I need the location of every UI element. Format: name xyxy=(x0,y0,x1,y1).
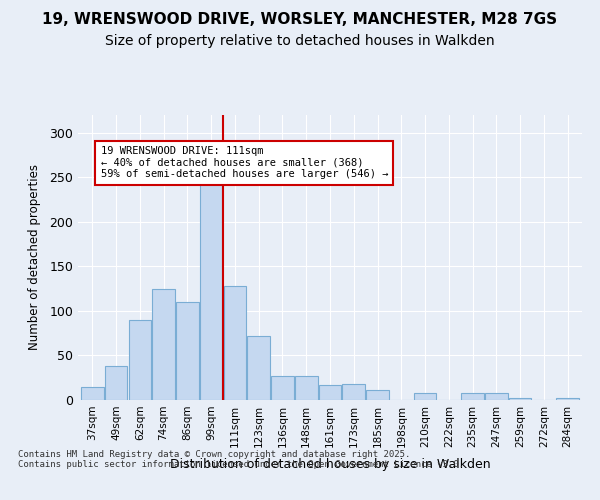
Bar xyxy=(343,384,365,400)
Bar xyxy=(461,393,484,400)
Bar xyxy=(509,398,532,400)
X-axis label: Distribution of detached houses by size in Walkden: Distribution of detached houses by size … xyxy=(170,458,490,471)
Y-axis label: Number of detached properties: Number of detached properties xyxy=(28,164,41,350)
Bar xyxy=(152,288,175,400)
Bar xyxy=(128,320,151,400)
Bar xyxy=(414,393,436,400)
Bar xyxy=(200,184,223,400)
Bar xyxy=(271,376,294,400)
Text: Contains HM Land Registry data © Crown copyright and database right 2025.
Contai: Contains HM Land Registry data © Crown c… xyxy=(18,450,464,469)
Bar xyxy=(366,390,389,400)
Bar xyxy=(247,336,270,400)
Text: Size of property relative to detached houses in Walkden: Size of property relative to detached ho… xyxy=(105,34,495,48)
Bar xyxy=(556,398,579,400)
Bar xyxy=(319,385,341,400)
Bar xyxy=(295,376,317,400)
Bar xyxy=(176,302,199,400)
Bar xyxy=(81,386,104,400)
Bar xyxy=(105,366,127,400)
Bar xyxy=(485,393,508,400)
Text: 19, WRENSWOOD DRIVE, WORSLEY, MANCHESTER, M28 7GS: 19, WRENSWOOD DRIVE, WORSLEY, MANCHESTER… xyxy=(43,12,557,28)
Bar xyxy=(224,286,246,400)
Text: 19 WRENSWOOD DRIVE: 111sqm
← 40% of detached houses are smaller (368)
59% of sem: 19 WRENSWOOD DRIVE: 111sqm ← 40% of deta… xyxy=(101,146,388,180)
